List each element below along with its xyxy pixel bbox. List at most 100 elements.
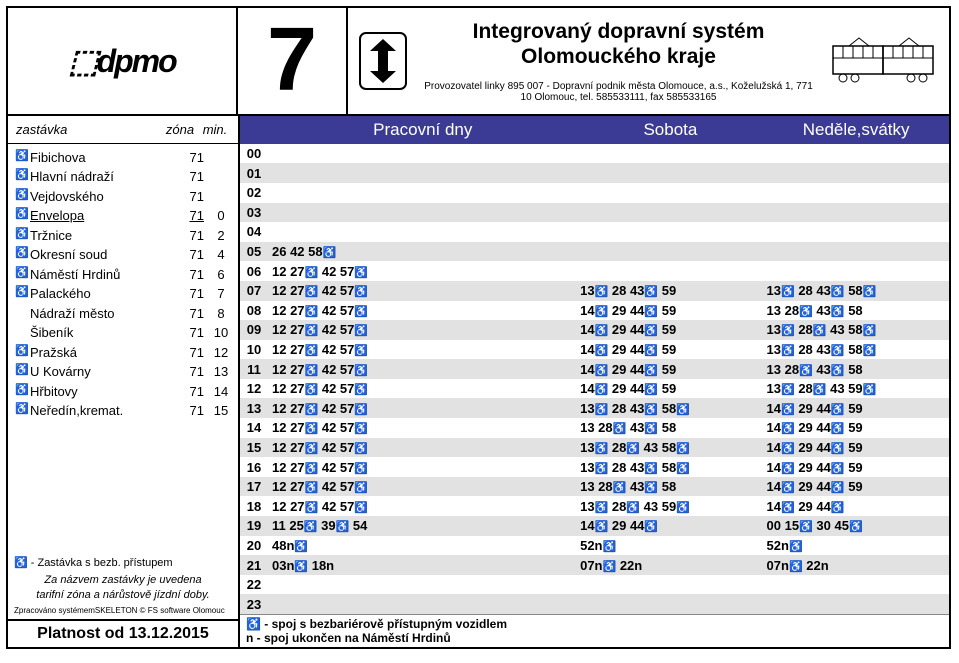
saturday-times: 52n♿	[576, 538, 762, 553]
stop-min: 14	[210, 382, 232, 402]
system-title: Integrovaný dopravní systém Olomouckého …	[473, 19, 765, 69]
n-note: n - spoj ukončen na Náměstí Hrdinů	[246, 631, 943, 645]
hour-label: 13	[240, 401, 268, 416]
sunday-times: 13♿ 28♿ 43 58♿	[763, 322, 949, 337]
schedule-row: 1412 27♿ 42 57♿13 28♿ 43♿ 5814♿ 29 44♿ 5…	[240, 418, 949, 438]
stop-name: Neředín,kremat.	[30, 401, 180, 421]
stop-row: ♿Okresní soud714	[14, 245, 232, 265]
stop-name: Fibichova	[30, 148, 180, 168]
stops-header: zastávka zóna min.	[8, 116, 238, 144]
stop-min: 7	[210, 284, 232, 304]
hour-label: 00	[240, 146, 268, 161]
schedule-row: 03	[240, 203, 949, 223]
hour-label: 15	[240, 440, 268, 455]
stop-row: ♿U Kovárny7113	[14, 362, 232, 382]
stop-row: ♿Tržnice712	[14, 226, 232, 246]
wheelchair-icon: ♿	[14, 187, 30, 207]
wheelchair-icon: ♿	[14, 206, 30, 226]
stop-min: 6	[210, 265, 232, 285]
schedule-row: 1012 27♿ 42 57♿14♿ 29 44♿ 5913♿ 28 43♿ 5…	[240, 340, 949, 360]
stop-row: Nádraží město718	[14, 304, 232, 324]
left-notes: ♿ - Zastávka s bezb. přístupem Za názvem…	[8, 548, 238, 619]
hour-label: 21	[240, 558, 268, 573]
saturday-times: 14♿ 29 44♿ 59	[576, 362, 762, 377]
hour-label: 07	[240, 283, 268, 298]
header-stop: zastávka	[16, 122, 160, 137]
sunday-times: 13♿ 28♿ 43 59♿	[763, 381, 949, 396]
schedule-row: 2048n♿52n♿52n♿	[240, 536, 949, 556]
stop-min: 13	[210, 362, 232, 382]
workday-times: 48n♿	[268, 538, 576, 553]
stop-min: 0	[210, 206, 232, 226]
hour-label: 11	[240, 362, 268, 377]
stop-zone: 71	[180, 206, 210, 226]
stop-row: ♿Neředín,kremat.7115	[14, 401, 232, 421]
schedule-row: 22	[240, 575, 949, 595]
workday-times: 12 27♿ 42 57♿	[268, 303, 576, 318]
schedule-column: Pracovní dny Sobota Neděle,svátky 000102…	[238, 116, 949, 647]
stop-name: Hlavní nádraží	[30, 167, 180, 187]
operator-logo: ⬚dpmo	[8, 8, 238, 114]
hour-label: 23	[240, 597, 268, 612]
saturday-times: 13♿ 28 43♿ 58♿	[576, 460, 762, 475]
stop-name: Okresní soud	[30, 245, 180, 265]
hour-label: 12	[240, 381, 268, 396]
hour-label: 09	[240, 322, 268, 337]
schedule-row: 1212 27♿ 42 57♿14♿ 29 44♿ 5913♿ 28♿ 43 5…	[240, 379, 949, 399]
schedule-row: 0612 27♿ 42 57♿	[240, 261, 949, 281]
sunday-times: 07n♿ 22n	[763, 558, 949, 573]
stop-min: 12	[210, 343, 232, 363]
wheelchair-note: ♿ - spoj s bezbariérově přístupným vozid…	[246, 617, 943, 631]
sunday-times: 13 28♿ 43♿ 58	[763, 362, 949, 377]
sunday-times: 13♿ 28 43♿ 58♿	[763, 283, 949, 298]
stop-zone: 71	[180, 362, 210, 382]
stop-min: 15	[210, 401, 232, 421]
sunday-times: 13 28♿ 43♿ 58	[763, 303, 949, 318]
stops-column: zastávka zóna min. ♿Fibichova71♿Hlavní n…	[8, 116, 238, 647]
wheelchair-icon: ♿	[14, 362, 30, 382]
stop-zone: 71	[180, 167, 210, 187]
system-title-box: Integrovaný dopravní systém Olomouckého …	[418, 8, 819, 114]
timetable-page: ⬚dpmo 7 Integrovaný dopravní systém Olom…	[6, 6, 951, 649]
hour-label: 22	[240, 577, 268, 592]
stop-zone: 71	[180, 382, 210, 402]
stop-name: Hřbitovy	[30, 382, 180, 402]
hour-label: 02	[240, 185, 268, 200]
wheelchair-icon: ♿	[14, 226, 30, 246]
software-note: Zpracováno systémemSKELETON © FS softwar…	[14, 606, 232, 615]
saturday-times: 13 28♿ 43♿ 58	[576, 479, 762, 494]
tarif-note: Za názvem zastávky je uvedena tarifní zó…	[14, 573, 232, 602]
stop-name: Envelopa	[30, 206, 180, 226]
stop-row: ♿Fibichova71	[14, 148, 232, 168]
schedule-row: 1911 25♿ 39♿ 5414♿ 29 44♿00 15♿ 30 45♿	[240, 516, 949, 536]
hour-label: 08	[240, 303, 268, 318]
main: zastávka zóna min. ♿Fibichova71♿Hlavní n…	[8, 116, 949, 647]
workday-times: 12 27♿ 42 57♿	[268, 420, 576, 435]
stop-name: Tržnice	[30, 226, 180, 246]
stop-zone: 71	[180, 343, 210, 363]
wheelchair-icon	[14, 304, 30, 324]
sunday-times: 00 15♿ 30 45♿	[763, 518, 949, 533]
sunday-times: 14♿ 29 44♿ 59	[763, 401, 949, 416]
validity: Platnost od 13.12.2015	[8, 619, 238, 647]
saturday-times: 13♿ 28 43♿ 59	[576, 283, 762, 298]
header-zone: zóna	[160, 122, 200, 137]
sunday-times: 14♿ 29 44♿ 59	[763, 460, 949, 475]
stop-row: ♿Envelopa710	[14, 206, 232, 226]
stop-min: 8	[210, 304, 232, 324]
workday-times: 12 27♿ 42 57♿	[268, 342, 576, 357]
transfer-icon	[348, 8, 418, 114]
stop-zone: 71	[180, 245, 210, 265]
hour-label: 06	[240, 264, 268, 279]
workday-times: 11 25♿ 39♿ 54	[268, 518, 576, 533]
schedule-row: 0526 42 58♿	[240, 242, 949, 262]
stop-zone: 71	[180, 304, 210, 324]
sunday-times: 14♿ 29 44♿ 59	[763, 420, 949, 435]
workday-times: 03n♿ 18n	[268, 558, 576, 573]
schedule-row: 00	[240, 144, 949, 164]
header: ⬚dpmo 7 Integrovaný dopravní systém Olom…	[8, 8, 949, 116]
tram-icon	[819, 8, 949, 114]
hour-label: 10	[240, 342, 268, 357]
wheelchair-icon: ♿	[14, 343, 30, 363]
saturday-times: 14♿ 29 44♿ 59	[576, 322, 762, 337]
